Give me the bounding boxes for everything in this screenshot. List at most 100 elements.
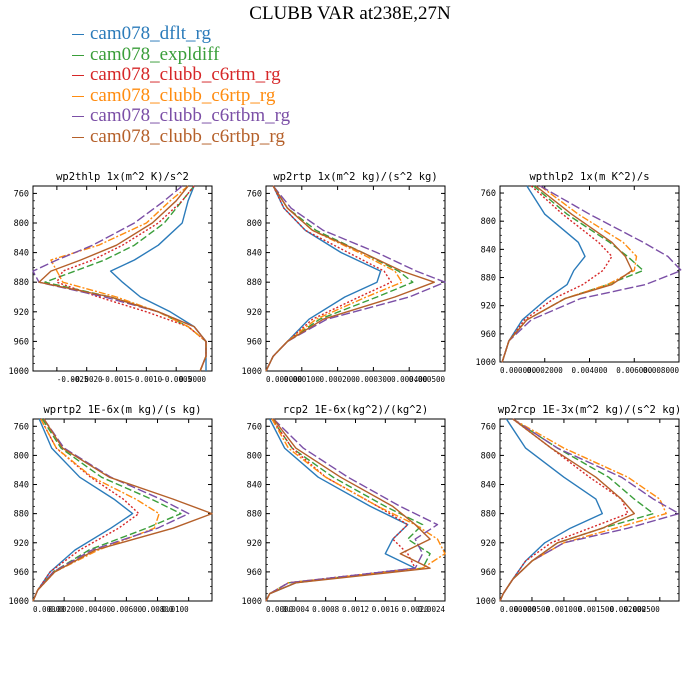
y-tick-label: 880	[481, 510, 496, 520]
plot-frame	[32, 185, 213, 372]
y-tick-label: 840	[247, 249, 262, 259]
x-tick-label: 0.002500	[624, 605, 661, 614]
chart-panel-3: wpthlp2 1x(m K^2)/s 760 800 840 880 920 960 100…	[476, 171, 682, 375]
x-tick-label: 0.0000	[266, 605, 294, 614]
y-tick-label: 840	[481, 245, 496, 255]
series-line-5	[32, 418, 190, 602]
series-line-6	[501, 185, 633, 363]
series-line-1	[501, 185, 586, 363]
chart-panel-4: wprtp2 1E-6x(m kg)/(s kg) 760 800 840 880 920…	[9, 404, 213, 614]
chart-panel-6: wp2rcp 1E-3x(m^2 kg)/(s^2 kg)760 800 840 88…	[476, 404, 682, 614]
plot-frame	[265, 185, 446, 372]
x-tick-label: -0.0010	[131, 375, 163, 384]
series-line-2	[265, 185, 414, 372]
series-line-5	[501, 185, 682, 363]
x-tick-label: 0.000400	[391, 375, 428, 384]
x-tick-label: -0.0005	[160, 375, 192, 384]
x-tick-label: 0.0016	[372, 605, 400, 614]
legend-label: cam078_clubb_c6rtbp_rg	[90, 125, 285, 147]
x-tick-label: 0.0020	[402, 605, 430, 614]
y-tick-label: 840	[14, 249, 29, 259]
panel-title: wp2thlp 1x(m^2 K)/s^2	[56, 171, 189, 183]
legend-label: cam078_clubb_c6rtm_rg	[90, 64, 281, 85]
y-tick-label: 920	[481, 539, 496, 549]
series-line-3	[265, 418, 416, 602]
y-tick-label: 760	[14, 189, 29, 199]
series-line-2	[44, 185, 207, 372]
x-tick-label: 0.0100	[162, 605, 190, 614]
y-tick-label: 840	[14, 481, 29, 491]
series-line-5	[499, 418, 680, 602]
series-line-4	[50, 185, 207, 372]
y-tick-label: 800	[247, 219, 262, 229]
series-line-4	[499, 418, 667, 602]
x-tick-label: 0.00400	[79, 605, 111, 614]
x-tick-label: 0.0004	[282, 605, 310, 614]
chart-panel-1: wp2thlp 1x(m^2 K)/s^2 760 800 840 880 920 960 1…	[9, 171, 213, 384]
x-tick-label: 0.000000	[500, 605, 537, 614]
x-tick-label: 0.000500	[514, 605, 551, 614]
series-line-3	[501, 185, 613, 363]
legend-swatch	[72, 95, 84, 97]
x-tick-label: 0.000100	[284, 375, 321, 384]
series-line-1	[499, 418, 603, 602]
panel-title: wprtp2 1E-6x(m kg)/(s kg)	[43, 404, 201, 416]
legend-swatch	[72, 54, 84, 56]
y-tick-label: 960	[481, 568, 496, 578]
panel-title: rcp2 1E-6x(kg^2)/(kg^2)	[283, 404, 428, 416]
x-tick-label: 0.00800	[142, 605, 174, 614]
plot-frame	[265, 418, 446, 602]
x-tick-label: 0.000500	[409, 375, 446, 384]
x-tick-label: 0.004000	[571, 366, 608, 375]
series-line-4	[265, 418, 446, 602]
x-tick-label: 0.00000	[33, 605, 65, 614]
series-line-6	[265, 418, 431, 602]
panel-title: wp2rtp 1x(m^2 kg)/(s^2 kg)	[273, 171, 437, 183]
y-tick-label: 1000	[9, 367, 29, 377]
x-tick-label: 0.002000	[610, 605, 647, 614]
y-tick-label: 800	[14, 451, 29, 461]
plot-frame	[32, 418, 213, 602]
x-tick-label: 0.001000	[546, 605, 583, 614]
series-line-5	[265, 418, 439, 602]
legend-label: cam078_dflt_rg	[90, 23, 212, 44]
x-tick-label: 0.0008	[312, 605, 340, 614]
x-tick-label: 0.000300	[355, 375, 392, 384]
series-line-1	[109, 185, 207, 371]
y-tick-label: 760	[247, 422, 262, 432]
series-line-1	[32, 418, 134, 602]
x-tick-label: 0.006000	[616, 366, 653, 375]
y-tick-label: 880	[14, 278, 29, 288]
y-tick-label: 920	[247, 539, 262, 549]
x-tick-label: 0.008000	[643, 366, 680, 375]
y-tick-label: 880	[481, 274, 496, 284]
x-tick-label: 0.002000	[527, 366, 564, 375]
x-tick-label: 0.001500	[578, 605, 615, 614]
panel-title: wp2rcp 1E-3x(m^2 kg)/(s^2 kg)	[498, 404, 681, 416]
panel-title: wpthlp2 1x(m K^2)/s	[529, 171, 649, 183]
y-tick-label: 1000	[242, 597, 262, 607]
x-tick-label: 0.000200	[320, 375, 357, 384]
legend-label: cam078_expldiff	[90, 43, 220, 65]
y-tick-label: 880	[247, 278, 262, 288]
x-tick-label: -0.0020	[71, 375, 103, 384]
series-line-6	[499, 418, 635, 602]
y-tick-label: 800	[481, 451, 496, 461]
x-tick-label: 0.000000	[500, 366, 537, 375]
y-tick-label: 960	[247, 337, 262, 347]
x-tick-label: 0.0000	[179, 375, 207, 384]
figure-title: CLUBB VAR at238E,27N	[249, 3, 451, 24]
y-tick-label: 800	[247, 451, 262, 461]
y-tick-label: 880	[14, 510, 29, 520]
x-tick-label: -0.0015	[101, 375, 133, 384]
legend-swatch	[72, 116, 84, 117]
series-line-6	[38, 185, 207, 372]
series-line-6	[265, 185, 435, 372]
series-line-6	[32, 418, 213, 602]
y-tick-label: 760	[481, 189, 496, 199]
plot-frame	[499, 418, 680, 602]
legend-label: cam078_clubb_c6rtp_rg	[90, 84, 276, 106]
legend-label: cam078_clubb_c6rtbm_rg	[90, 105, 291, 126]
x-tick-label: 0.00200	[48, 605, 80, 614]
y-tick-label: 1000	[242, 367, 262, 377]
